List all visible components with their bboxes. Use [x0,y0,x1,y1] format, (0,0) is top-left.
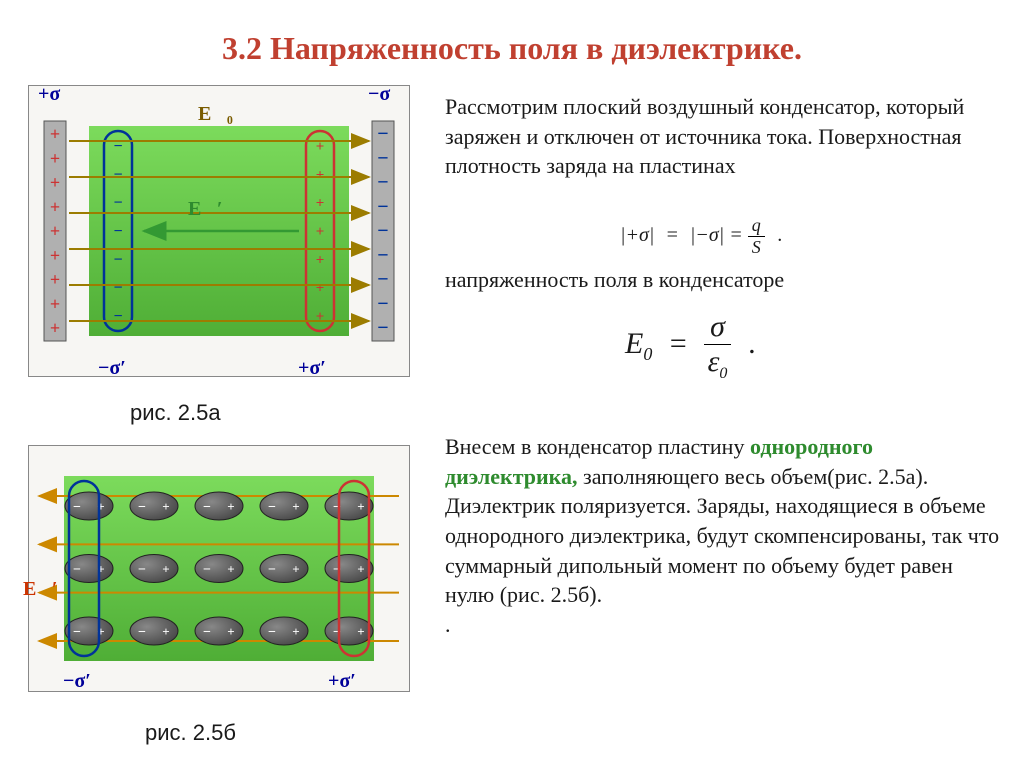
svg-text:−: − [377,123,388,145]
svg-text:+: + [316,196,325,212]
svg-text:+: + [50,245,60,265]
svg-text:−: − [268,625,276,640]
svg-text:+: + [316,224,325,240]
svg-text:+: + [50,173,60,193]
label-E0: E⃗₀ [198,103,233,126]
label-sigma-prime-minus: −σ′ [98,357,126,380]
svg-text:+: + [50,197,60,217]
svg-text:−: − [113,308,122,325]
svg-text:−: − [377,269,388,291]
figure-capacitor: +−+−+−+−+−+−+−+−+−−+−+−+−+−+−+−+ [28,85,410,377]
svg-text:+: + [316,167,325,183]
svg-text:−: − [268,500,276,515]
svg-text:−: − [113,166,122,183]
svg-text:+: + [316,252,325,268]
svg-text:−: − [268,563,276,578]
svg-text:−: − [377,293,388,315]
svg-text:+: + [50,294,60,314]
svg-text:−: − [138,500,146,515]
paragraph-2: напряженность поля в конденсаторе [445,265,1005,295]
svg-text:−: − [377,220,388,242]
label-sigma-plus: +σ [38,83,60,106]
svg-text:+: + [357,624,364,639]
svg-text:−: − [113,195,122,212]
svg-text:−: − [113,280,122,297]
paragraph-1: Рассмотрим плоский воздушный конденсатор… [445,92,1005,181]
svg-text:+: + [227,499,234,514]
svg-text:−: − [73,563,81,578]
svg-text:+: + [292,562,299,577]
svg-text:+: + [316,281,325,297]
svg-text:−: − [113,223,122,240]
svg-text:+: + [50,221,60,241]
svg-text:+: + [50,270,60,290]
svg-text:+: + [292,499,299,514]
label-Eprime-2: E⃗′ [23,578,58,601]
label-sigma-prime-plus-2: +σ′ [328,670,356,693]
svg-text:+: + [227,562,234,577]
label-sigma-minus: −σ [368,83,390,106]
caption-25b: рис. 2.5б [145,720,236,746]
svg-text:+: + [357,499,364,514]
svg-text:+: + [50,148,60,168]
svg-text:−: − [138,625,146,640]
svg-text:+: + [50,124,60,144]
formula-E0: E0 = σ ε0 . [625,310,756,383]
paragraph-3: Внесем в конденсатор пластину однородног… [445,432,1005,640]
caption-25a: рис. 2.5а [130,400,221,426]
formula-sigma: |+σ| = |−σ| = q S . [620,215,783,258]
svg-text:−: − [73,625,81,640]
svg-text:−: − [377,196,388,218]
svg-text:−: − [73,500,81,515]
label-sigma-prime-minus-2: −σ′ [63,670,91,693]
svg-text:−: − [377,172,388,194]
svg-text:+: + [162,624,169,639]
svg-text:+: + [292,624,299,639]
svg-text:+: + [357,562,364,577]
svg-text:+: + [162,562,169,577]
svg-text:−: − [377,317,388,339]
svg-text:+: + [227,624,234,639]
svg-text:+: + [316,309,325,325]
figure-dielectric-dipoles: −+−+−+−+−+−+−+−+−+−+−+−+−+−+−+ [28,445,410,692]
label-Eprime: E⃗′ [188,198,223,221]
svg-text:−: − [203,625,211,640]
svg-text:−: − [377,147,388,169]
svg-text:−: − [377,244,388,266]
svg-text:+: + [50,318,60,338]
svg-text:−: − [203,563,211,578]
svg-text:+: + [162,499,169,514]
svg-text:−: − [203,500,211,515]
page-title: 3.2 Напряженность поля в диэлектрике. [0,30,1024,67]
svg-text:−: − [138,563,146,578]
label-sigma-prime-plus: +σ′ [298,357,326,380]
svg-text:−: − [113,251,122,268]
